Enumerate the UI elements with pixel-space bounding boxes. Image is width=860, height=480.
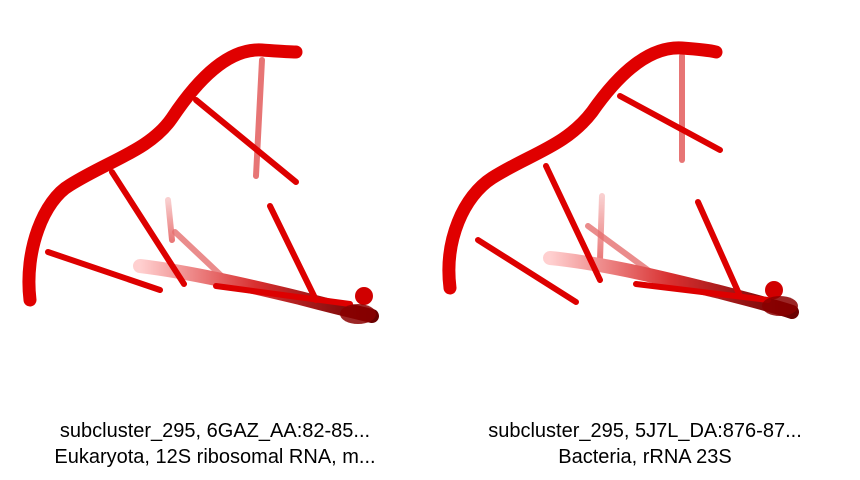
rna-render-right (442, 41, 799, 319)
structure-caption-right: subcluster_295, 5J7L_DA:876-87... Bacter… (430, 418, 860, 470)
rna-render-left (22, 43, 379, 324)
structure-panel-right: subcluster_295, 5J7L_DA:876-87... Bacter… (430, 0, 860, 480)
structure-panel-left: subcluster_295, 6GAZ_AA:82-85... Eukaryo… (0, 43, 430, 470)
caption-line-1: subcluster_295, 6GAZ_AA:82-85... (59, 420, 371, 442)
caption-line-2: Eukaryota, 12S ribosomal RNA, m... (54, 446, 376, 468)
caption-line-1: subcluster_295, 5J7L_DA:876-87... (488, 420, 802, 442)
structure-caption-left: subcluster_295, 6GAZ_AA:82-85... Eukaryo… (0, 418, 430, 470)
caption-line-2: Bacteria, rRNA 23S (558, 446, 732, 468)
